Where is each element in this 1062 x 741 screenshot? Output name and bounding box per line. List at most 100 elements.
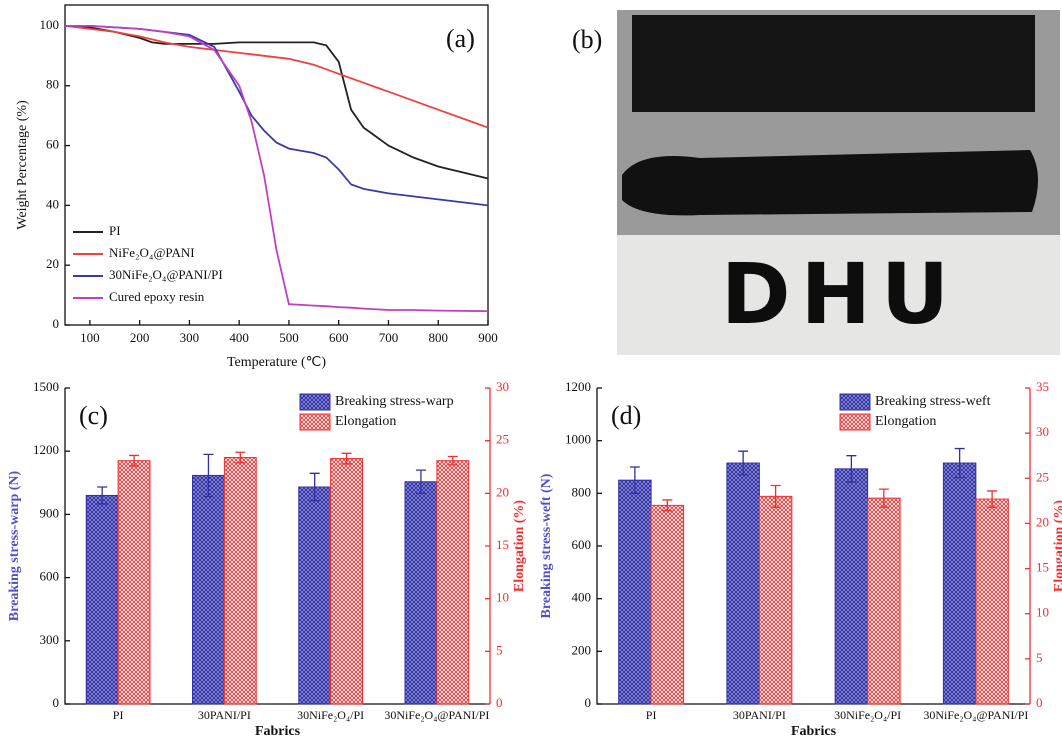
x-tick-label: 600 [329,330,349,345]
bar [975,498,1009,705]
y2-axis-label: Elongation (%) [1052,500,1062,593]
x-axis-label: Fabrics [791,724,837,739]
panel-label: (a) [446,24,475,53]
error-bar [97,486,108,505]
y-tick-label: 1200 [33,442,59,457]
y-axis-label: Breaking stress-weft (N) [539,473,554,618]
photo-text: DHU [721,245,959,343]
bar [436,460,470,705]
y-tick-label: 1500 [33,379,59,394]
bar [404,481,438,705]
y-tick-label: 900 [40,505,60,520]
x-tick-label: 500 [279,330,299,345]
y-tick-label: 200 [572,642,592,657]
y-tick-label: 600 [572,537,592,552]
error-bar [987,490,998,508]
legend-label: Breaking stress-weft [875,394,991,409]
bar [650,504,685,705]
y-tick-label: 40 [46,196,59,211]
y-tick-label: 800 [572,484,592,499]
y-tick-label: 25 [496,432,509,447]
y-tick-label: 25 [1036,469,1049,484]
y-tick-label: 1200 [565,379,591,394]
legend-swatch [839,393,871,411]
error-bar [129,454,140,467]
y-tick-label: 400 [572,590,592,605]
bar [867,497,901,705]
x-tick-label: PI [113,708,124,722]
error-bar [341,452,352,465]
legend-label: NiFe₂O₄@PANI [109,245,195,260]
bar [726,462,760,705]
error-bar [770,484,781,508]
y-axis-label: Weight Percentage (%) [15,100,30,230]
x-tick-label: 30NiFe₂O₄/PI [834,708,901,722]
error-bar [203,453,214,498]
error-bar [629,466,640,494]
y-tick-label: 5 [496,642,503,657]
y-tick-label: 20 [1036,514,1049,529]
x-tick-label: 400 [229,330,249,345]
photo: DHU [617,10,1060,355]
bar [758,495,793,705]
x-tick-label: 30PANI/PI [198,708,251,722]
y-tick-label: 0 [53,316,60,331]
y-tick-label: 5 [1036,650,1043,665]
error-bar [738,450,749,476]
legend-label: PI [109,223,121,238]
y-tick-label: 1000 [565,432,591,447]
bar [298,486,332,705]
bar [330,458,363,705]
legend-label: Elongation [875,414,936,429]
error-bar [235,451,246,464]
panel-label: (d) [611,401,641,430]
error-bar [954,447,965,479]
bar [942,462,977,705]
legend-label: 30NiFe₂O₄@PANI/PI [109,267,223,282]
x-tick-label: 30NiFe₂O₄/PI [297,708,364,722]
y-tick-label: 15 [496,537,509,552]
y2-axis-label: Elongation (%) [512,500,527,593]
series-line [64,25,489,180]
y-tick-label: 0 [585,695,592,710]
y-tick-label: 60 [46,137,59,152]
legend-swatch [839,413,871,431]
x-tick-label: 30NiFe₂O₄@PANI/PI [923,708,1028,722]
error-bar [415,469,426,494]
x-axis-label: Temperature (℃) [227,355,326,370]
y-tick-label: 30 [496,379,509,394]
x-tick-label: PI [646,708,657,722]
error-bar [447,455,458,466]
y-tick-label: 35 [1036,379,1049,394]
x-tick-label: 900 [478,330,498,345]
y-tick-label: 10 [496,590,509,605]
x-tick-label: 300 [180,330,200,345]
legend-label: Cured epoxy resin [109,289,205,304]
panel-label: (b) [572,25,602,54]
bar [618,479,652,705]
legend-label: Breaking stress-warp [335,394,454,409]
y-tick-label: 80 [46,77,59,92]
x-axis-label: Fabrics [255,724,301,739]
x-tick-label: 700 [379,330,399,345]
error-bar [846,455,857,483]
bar [117,460,151,705]
bar [223,457,257,705]
series-line [64,25,489,129]
panel-label: (c) [79,401,108,430]
plot-frame [64,4,489,326]
x-tick-label: 800 [428,330,448,345]
x-tick-label: 100 [80,330,100,345]
y-tick-label: 0 [53,695,60,710]
y-tick-label: 0 [496,695,503,710]
x-tick-label: 200 [130,330,150,345]
legend-label: Elongation [335,414,396,429]
series-line [65,25,489,313]
bar [834,468,869,705]
x-tick-label: 30PANI/PI [733,708,786,722]
y-tick-label: 10 [1036,605,1049,620]
legend-swatch [299,413,331,431]
y-tick-label: 15 [1036,560,1049,575]
error-bar [662,499,673,512]
